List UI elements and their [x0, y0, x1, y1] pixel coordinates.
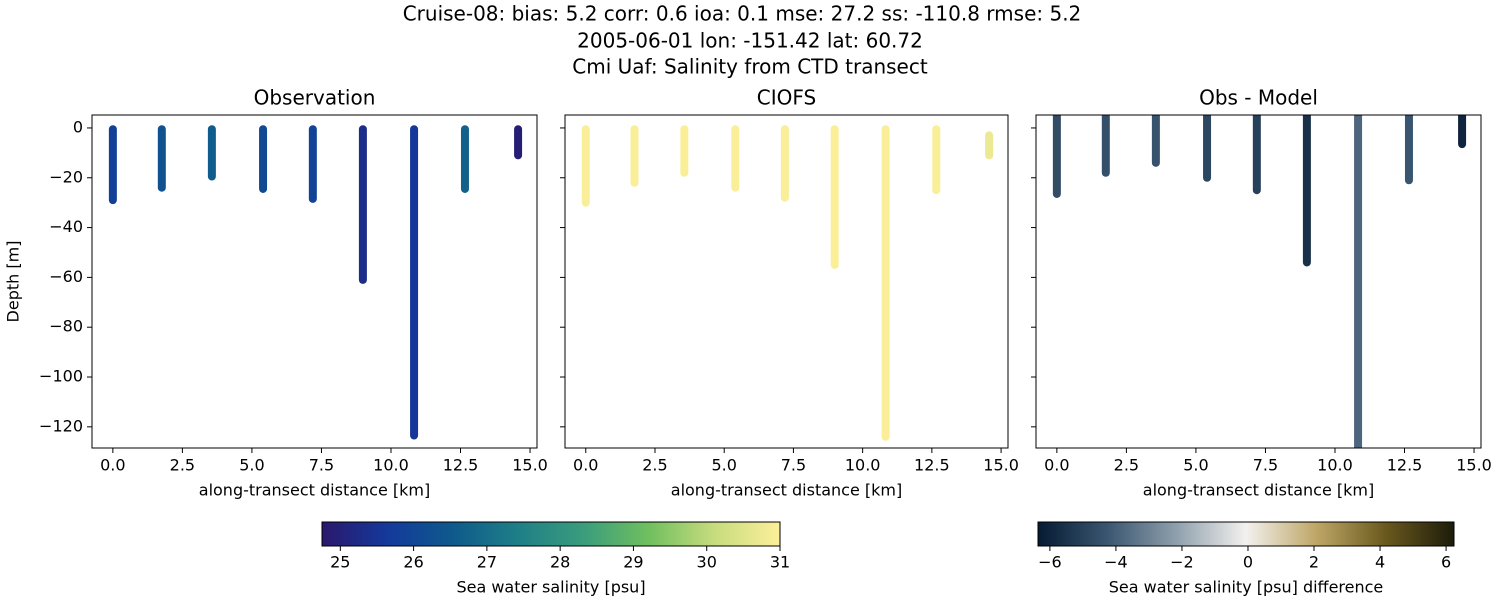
y-tick-label: −20 — [49, 167, 83, 186]
plot-area — [1052, 115, 1467, 448]
colorbar-label: Sea water salinity [psu] difference — [1109, 578, 1384, 597]
x-tick-label: 12.5 — [1387, 456, 1423, 475]
title-line: Cmi Uaf: Salinity from CTD transect — [572, 55, 928, 79]
colorbar-tick-label: 27 — [477, 553, 497, 572]
x-tick-label: 12.5 — [443, 456, 479, 475]
y-tick-label: −120 — [39, 416, 83, 435]
colorbar — [321, 521, 781, 547]
x-tick-label: 5.0 — [239, 456, 264, 475]
y-axis-label: Depth [m] — [4, 241, 23, 323]
x-tick-label: 7.5 — [309, 456, 334, 475]
colorbar-tick-label: −4 — [1104, 553, 1128, 572]
x-axis-label: along-transect distance [km] — [1143, 481, 1374, 500]
panel-title: CIOFS — [757, 86, 816, 110]
colorbar-label: Sea water salinity [psu] — [456, 578, 645, 597]
y-tick-label: −40 — [49, 217, 83, 236]
title-line: 2005-06-01 lon: -151.42 lat: 60.72 — [577, 29, 923, 53]
x-axis-label: along-transect distance [km] — [199, 481, 430, 500]
colorbar-tick-label: 29 — [623, 553, 643, 572]
axes-frame — [91, 114, 538, 449]
panel-title: Observation — [254, 86, 376, 110]
colorbar-tick-label: −6 — [1038, 553, 1062, 572]
colorbar-tick-label: −2 — [1170, 553, 1194, 572]
y-tick-label: −80 — [49, 317, 83, 336]
colorbar-tick-label: 25 — [330, 553, 350, 572]
x-tick-label: 2.5 — [642, 456, 667, 475]
x-tick-label: 15.0 — [1456, 456, 1492, 475]
x-tick-label: 7.5 — [781, 456, 806, 475]
colorbar-tick-label: 26 — [403, 553, 423, 572]
x-tick-label: 0.0 — [573, 456, 598, 475]
x-tick-label: 5.0 — [1183, 456, 1208, 475]
x-tick-label: 5.0 — [711, 456, 736, 475]
x-tick-label: 2.5 — [170, 456, 195, 475]
plot-area — [581, 125, 994, 441]
x-tick-label: 0.0 — [100, 456, 125, 475]
x-tick-label: 7.5 — [1253, 456, 1278, 475]
title-line: Cruise-08: bias: 5.2 corr: 0.6 ioa: 0.1 … — [403, 2, 1082, 26]
x-tick-label: 10.0 — [845, 456, 881, 475]
axes-frame — [564, 114, 1009, 449]
axes-frame — [1035, 114, 1482, 449]
colorbar-tick-label: 6 — [1441, 553, 1451, 572]
x-tick-label: 10.0 — [1317, 456, 1353, 475]
colorbar-tick-label: 30 — [697, 553, 717, 572]
colorbar-tick-label: 31 — [770, 553, 790, 572]
colorbar — [1037, 521, 1455, 547]
x-tick-label: 2.5 — [1114, 456, 1139, 475]
x-axis-label: along-transect distance [km] — [671, 481, 902, 500]
colorbar-tick-label: 0 — [1243, 553, 1253, 572]
panel-title: Obs - Model — [1199, 86, 1318, 110]
x-tick-label: 10.0 — [373, 456, 409, 475]
colorbar-tick-label: 4 — [1375, 553, 1385, 572]
y-tick-label: −60 — [49, 267, 83, 286]
colorbar-tick-label: 2 — [1309, 553, 1319, 572]
plot-area — [108, 125, 523, 440]
x-tick-label: 15.0 — [983, 456, 1019, 475]
colorbar-tick-label: 28 — [550, 553, 570, 572]
y-tick-label: 0 — [73, 117, 83, 136]
x-tick-label: 15.0 — [512, 456, 548, 475]
x-tick-label: 12.5 — [914, 456, 950, 475]
y-tick-label: −100 — [39, 367, 83, 386]
x-tick-label: 0.0 — [1044, 456, 1069, 475]
